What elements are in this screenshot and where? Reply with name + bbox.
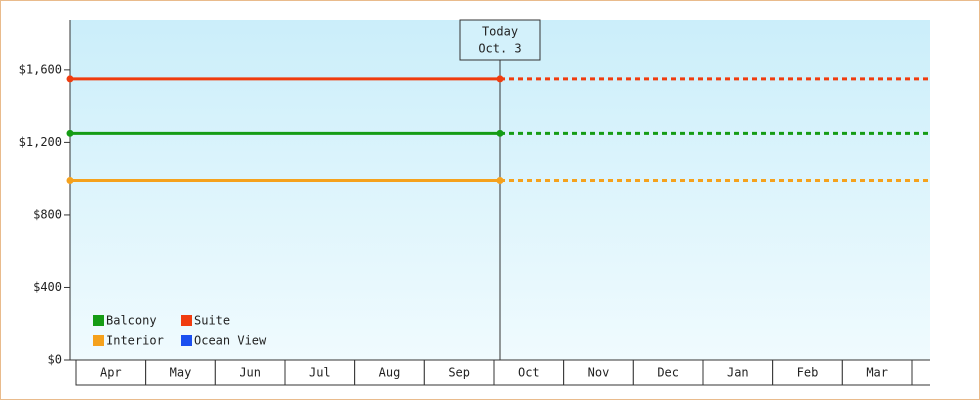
legend-label: Interior [106, 334, 164, 348]
x-category-box [214, 359, 286, 386]
x-tick-label: Feb [797, 366, 819, 380]
x-tick-label: Nov [588, 366, 610, 380]
x-tick-label: Mar [866, 366, 888, 380]
legend-label: Suite [194, 314, 230, 328]
legend-swatch [93, 315, 104, 326]
x-category-box [632, 359, 704, 386]
legend-swatch [181, 335, 192, 346]
x-tick-label: Aug [379, 366, 401, 380]
x-tick-label: Apr [100, 366, 122, 380]
y-tick-label: $800 [33, 207, 62, 221]
price-point [66, 129, 74, 137]
price-point [66, 176, 74, 184]
x-tick-label: Jun [239, 366, 261, 380]
x-category-box [354, 359, 425, 386]
x-category-box [563, 359, 634, 386]
x-category-box [284, 359, 356, 386]
x-category-box [702, 359, 774, 386]
y-tick-label: $1,200 [19, 135, 62, 149]
today-date: Oct. 3 [478, 42, 521, 56]
legend-swatch [93, 335, 104, 346]
x-tick-label: Jul [309, 366, 331, 380]
price-point [496, 75, 504, 83]
y-tick-label: $0 [48, 353, 62, 367]
x-category-box [423, 359, 495, 386]
price-point [66, 75, 74, 83]
x-tick-label: Jan [727, 366, 749, 380]
today-label: Today [482, 25, 518, 39]
y-tick-label: $1,600 [19, 62, 62, 76]
x-tick-label: Oct [518, 366, 540, 380]
legend-label: Ocean View [194, 334, 267, 348]
x-tick-label: May [170, 366, 192, 380]
x-category-box [145, 359, 216, 386]
x-tick-label: Sep [448, 366, 470, 380]
price-point [496, 176, 504, 184]
x-category-box [75, 359, 147, 386]
y-tick-label: $400 [33, 280, 62, 294]
x-category-box [841, 359, 913, 386]
legend-label: Balcony [106, 314, 157, 328]
x-tick-label: Dec [657, 366, 679, 380]
price-point [496, 129, 504, 137]
x-category-box [493, 359, 565, 386]
legend-swatch [181, 315, 192, 326]
today-box [459, 19, 541, 61]
